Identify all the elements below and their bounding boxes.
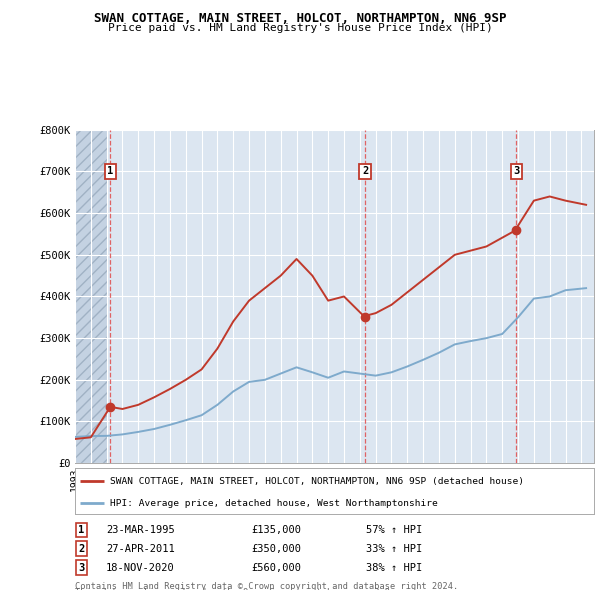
Text: 57% ↑ HPI: 57% ↑ HPI bbox=[365, 525, 422, 535]
Text: 18-NOV-2020: 18-NOV-2020 bbox=[106, 563, 175, 572]
Text: 27-APR-2011: 27-APR-2011 bbox=[106, 544, 175, 553]
Text: Price paid vs. HM Land Registry's House Price Index (HPI): Price paid vs. HM Land Registry's House … bbox=[107, 23, 493, 33]
Text: £560,000: £560,000 bbox=[251, 563, 301, 572]
Text: £135,000: £135,000 bbox=[251, 525, 301, 535]
Text: 1: 1 bbox=[78, 525, 85, 535]
Text: 3: 3 bbox=[78, 563, 85, 572]
Text: £350,000: £350,000 bbox=[251, 544, 301, 553]
Text: 38% ↑ HPI: 38% ↑ HPI bbox=[365, 563, 422, 572]
Text: 33% ↑ HPI: 33% ↑ HPI bbox=[365, 544, 422, 553]
Text: SWAN COTTAGE, MAIN STREET, HOLCOT, NORTHAMPTON, NN6 9SP: SWAN COTTAGE, MAIN STREET, HOLCOT, NORTH… bbox=[94, 12, 506, 25]
Text: This data is licensed under the Open Government Licence v3.0.: This data is licensed under the Open Gov… bbox=[75, 588, 395, 590]
Text: SWAN COTTAGE, MAIN STREET, HOLCOT, NORTHAMPTON, NN6 9SP (detached house): SWAN COTTAGE, MAIN STREET, HOLCOT, NORTH… bbox=[110, 477, 524, 486]
Bar bbox=[75, 130, 107, 463]
Text: 23-MAR-1995: 23-MAR-1995 bbox=[106, 525, 175, 535]
Text: HPI: Average price, detached house, West Northamptonshire: HPI: Average price, detached house, West… bbox=[110, 499, 438, 508]
Text: 3: 3 bbox=[514, 166, 520, 176]
Text: 1: 1 bbox=[107, 166, 113, 176]
Text: 2: 2 bbox=[362, 166, 368, 176]
Text: 2: 2 bbox=[78, 544, 85, 553]
Text: Contains HM Land Registry data © Crown copyright and database right 2024.: Contains HM Land Registry data © Crown c… bbox=[75, 582, 458, 590]
